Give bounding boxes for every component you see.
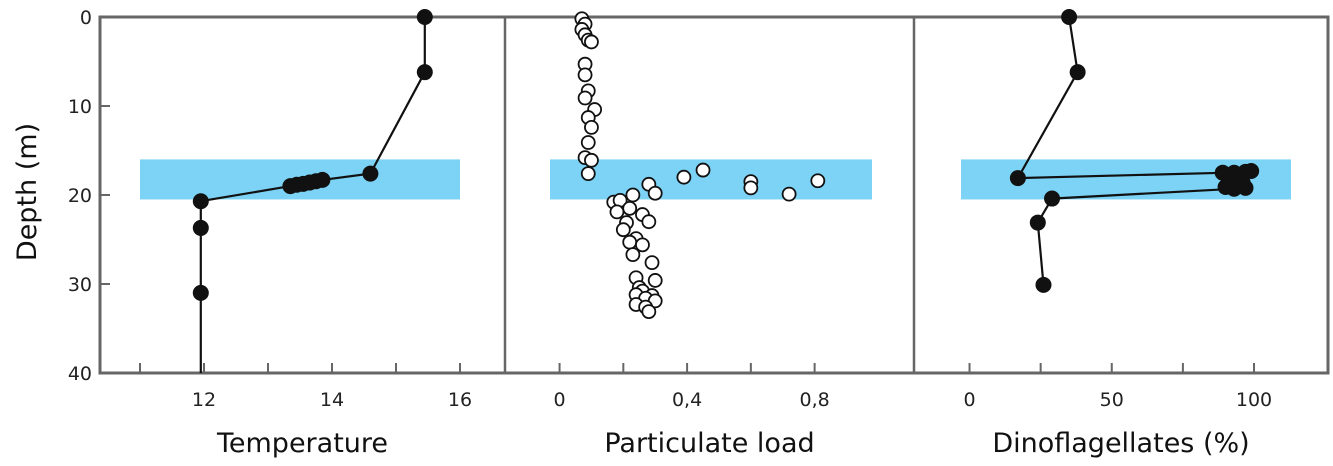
data-point-dinoflagellates bbox=[1061, 9, 1078, 25]
data-point-particulate bbox=[810, 173, 826, 189]
data-point-particulate bbox=[580, 135, 596, 150]
x-tick-label-particulate: 0,4 bbox=[672, 389, 702, 411]
data-point-particulate bbox=[625, 187, 641, 203]
data-point-particulate bbox=[641, 214, 657, 230]
x-tick-label-particulate: 0 bbox=[554, 389, 566, 411]
data-point-dinoflagellates bbox=[1029, 214, 1046, 231]
data-point-particulate bbox=[641, 304, 657, 319]
tick-layer: 0 10 20 30 40 12 14 16 Temperature 0 0,4 0,8 Particu… bbox=[68, 7, 1272, 459]
series-line-dinoflagellates bbox=[1015, 16, 1252, 286]
data-point-particulate bbox=[781, 186, 797, 202]
data-point-particulate bbox=[622, 200, 638, 216]
y-tick-label: 30 bbox=[68, 274, 92, 296]
data-layer bbox=[192, 9, 1260, 373]
x-axis-title-temperature: Temperature bbox=[216, 428, 388, 459]
x-tick-label-temperature: 12 bbox=[192, 389, 216, 411]
data-point-temperature bbox=[416, 64, 433, 81]
x-tick-label-dinoflagellates: 0 bbox=[963, 389, 975, 411]
data-point-particulate bbox=[647, 273, 663, 288]
y-tick-label: 10 bbox=[68, 96, 92, 118]
data-point-temperature bbox=[416, 9, 433, 25]
data-point-particulate bbox=[577, 67, 593, 83]
x-tick-label-temperature: 16 bbox=[448, 389, 472, 411]
data-point-dinoflagellates bbox=[1009, 170, 1026, 187]
data-point-temperature bbox=[282, 178, 299, 195]
data-point-particulate bbox=[743, 180, 759, 196]
data-point-particulate bbox=[577, 90, 593, 106]
data-point-dinoflagellates bbox=[1226, 180, 1243, 197]
data-point-particulate bbox=[609, 204, 625, 220]
data-point-particulate bbox=[580, 166, 596, 182]
x-tick-label-particulate: 0,8 bbox=[800, 389, 830, 411]
data-point-dinoflagellates bbox=[1035, 276, 1052, 293]
data-point-temperature bbox=[192, 284, 209, 301]
data-point-particulate bbox=[584, 119, 599, 135]
data-point-temperature bbox=[192, 219, 209, 236]
x-axis-title-dinoflagellates: Dinoflagellates (%) bbox=[992, 428, 1249, 459]
data-point-particulate bbox=[647, 185, 663, 201]
data-point-particulate bbox=[622, 234, 638, 250]
data-point-particulate bbox=[584, 34, 599, 50]
data-point-dinoflagellates bbox=[1237, 179, 1254, 196]
x-tick-label-dinoflagellates: 50 bbox=[1100, 389, 1124, 411]
data-point-particulate bbox=[644, 255, 660, 271]
y-tick-label: 20 bbox=[68, 185, 92, 207]
data-point-particulate bbox=[635, 237, 650, 253]
data-point-temperature bbox=[192, 193, 209, 210]
y-axis-title: Depth (m) bbox=[12, 123, 43, 261]
data-point-dinoflagellates bbox=[1069, 64, 1086, 81]
y-tick-label: 0 bbox=[80, 7, 92, 29]
data-point-temperature bbox=[362, 165, 379, 182]
x-tick-label-dinoflagellates: 100 bbox=[1236, 389, 1272, 411]
data-point-particulate bbox=[695, 162, 711, 178]
data-point-particulate bbox=[615, 222, 631, 238]
data-point-particulate bbox=[625, 247, 641, 263]
data-point-dinoflagellates bbox=[1044, 190, 1061, 207]
x-tick-label-temperature: 14 bbox=[320, 389, 344, 411]
y-tick-label: 40 bbox=[68, 363, 92, 385]
data-point-dinoflagellates bbox=[1243, 162, 1260, 179]
data-point-particulate bbox=[584, 152, 599, 168]
data-point-particulate bbox=[676, 169, 692, 185]
x-axis-title-particulate: Particulate load bbox=[604, 428, 814, 459]
